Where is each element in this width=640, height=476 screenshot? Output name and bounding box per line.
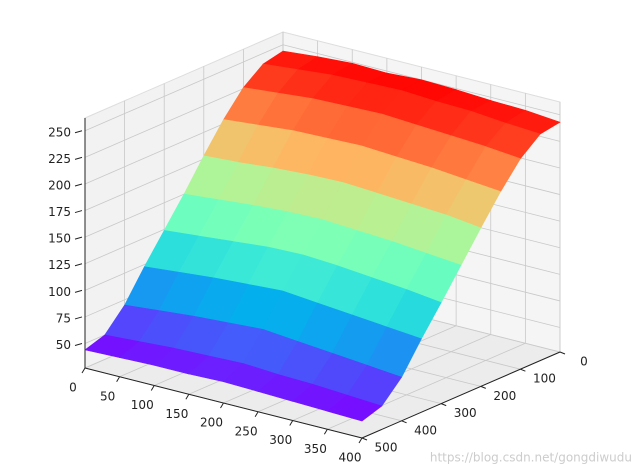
y-tick-label: 0 <box>580 355 588 369</box>
y-tick <box>559 351 566 355</box>
z-tick-label: 75 <box>56 311 71 325</box>
x-tick-label: 200 <box>200 416 223 430</box>
x-axis <box>84 367 363 439</box>
x-tick <box>81 367 86 374</box>
y-tick-label: 400 <box>414 423 437 437</box>
z-tick <box>74 316 83 320</box>
y-tick-label: 500 <box>375 441 398 455</box>
x-tick-label: 300 <box>269 433 292 447</box>
z-tick-label: 250 <box>48 125 71 139</box>
z-tick-label: 100 <box>48 285 71 299</box>
y-tick-label: 100 <box>533 372 556 386</box>
z-tick <box>74 263 83 267</box>
x-tick-label: 350 <box>304 442 327 456</box>
z-tick <box>74 236 83 240</box>
x-tick-label: 150 <box>165 407 188 421</box>
x-tick <box>289 420 294 426</box>
x-tick-label: 400 <box>339 451 362 465</box>
x-tick <box>254 411 259 418</box>
z-tick <box>74 289 83 293</box>
z-tick-label: 50 <box>56 338 71 352</box>
x-tick <box>220 402 224 409</box>
x-tick <box>323 428 328 435</box>
z-tick-label: 175 <box>48 205 71 219</box>
z-tick-label: 150 <box>48 232 71 246</box>
x-tick <box>116 376 121 383</box>
z-tick-label: 225 <box>48 152 71 166</box>
z-tick <box>74 210 83 214</box>
grid-line <box>84 44 284 132</box>
y-tick <box>480 385 486 389</box>
y-tick <box>401 420 407 424</box>
x-tick-label: 50 <box>100 389 115 403</box>
surface-patch <box>326 394 383 422</box>
y-tick-label: 200 <box>493 389 516 403</box>
z-tick <box>74 130 83 134</box>
x-tick-label: 100 <box>131 398 154 412</box>
z-tick <box>74 156 83 160</box>
y-axis <box>361 351 561 439</box>
x-tick <box>358 437 363 444</box>
y-tick <box>441 403 447 407</box>
x-tick <box>185 393 190 400</box>
x-tick-label: 250 <box>235 424 258 438</box>
y-tick <box>520 368 526 372</box>
x-tick-label: 0 <box>69 381 77 395</box>
y-tick <box>361 437 368 441</box>
z-tick-label: 200 <box>48 178 71 192</box>
z-tick-label: 125 <box>48 258 71 272</box>
y-tick-label: 300 <box>454 406 477 420</box>
z-tick <box>74 343 83 347</box>
watermark: https://blog.csdn.net/gongdiwudu <box>430 451 632 465</box>
x-tick <box>150 385 155 391</box>
z-tick <box>74 183 83 187</box>
